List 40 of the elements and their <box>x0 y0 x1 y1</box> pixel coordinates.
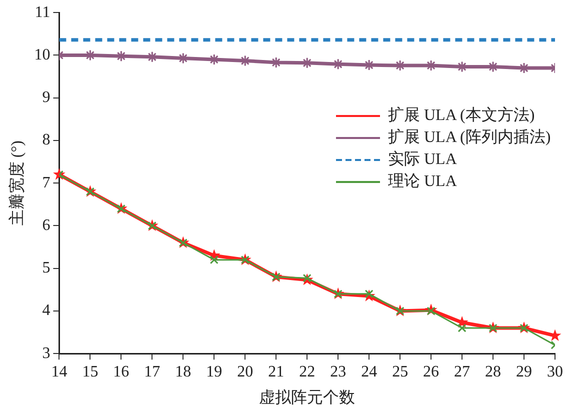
x-tick-label: 24 <box>361 363 378 380</box>
x-tick-label: 23 <box>330 363 346 380</box>
x-tick-label: 25 <box>392 363 408 380</box>
x-tick-label: 18 <box>175 363 192 380</box>
x-tick-label: 27 <box>454 363 470 380</box>
x-tick-label: 17 <box>144 363 160 380</box>
x-tick-label: 22 <box>299 363 316 380</box>
legend-label: 实际 ULA <box>388 150 457 170</box>
x-tick-label: 29 <box>516 363 532 380</box>
y-tick-label: 6 <box>42 216 50 234</box>
point <box>334 290 342 298</box>
y-tick-label: 8 <box>42 132 50 149</box>
point <box>210 256 218 264</box>
x-tick-label: 14 <box>51 363 68 380</box>
point <box>364 290 374 298</box>
x-tick-label: 19 <box>206 363 222 380</box>
y-axis-title: 主瓣宽度 (°) <box>8 140 26 226</box>
legend-label: 扩展 ULA (阵列内插法) <box>388 128 551 148</box>
point <box>272 272 280 282</box>
point <box>396 306 404 316</box>
point <box>240 256 250 264</box>
y-tick-label: 5 <box>42 260 50 277</box>
y-tick-label: 3 <box>42 344 50 362</box>
x-tick-label: 26 <box>423 363 440 380</box>
x-tick-label: 15 <box>82 363 98 380</box>
point <box>458 324 466 332</box>
x-tick-label: 30 <box>547 363 563 380</box>
legend-label: 扩展 ULA (本文方法) <box>388 106 535 126</box>
y-tick-label: 11 <box>34 4 50 21</box>
x-axis-title: 虚拟阵元个数 <box>259 388 356 407</box>
x-tick-label: 28 <box>485 363 502 380</box>
y-tick-label: 10 <box>34 46 50 64</box>
legend-label: 理论 ULA <box>388 172 457 192</box>
x-tick-label: 16 <box>113 363 130 380</box>
x-tick-label: 21 <box>268 363 284 380</box>
y-tick-label: 9 <box>42 89 50 106</box>
y-tick-label: 7 <box>42 174 50 192</box>
point <box>302 274 312 282</box>
x-tick-label: 20 <box>237 363 254 380</box>
y-tick-label: 4 <box>42 302 50 320</box>
